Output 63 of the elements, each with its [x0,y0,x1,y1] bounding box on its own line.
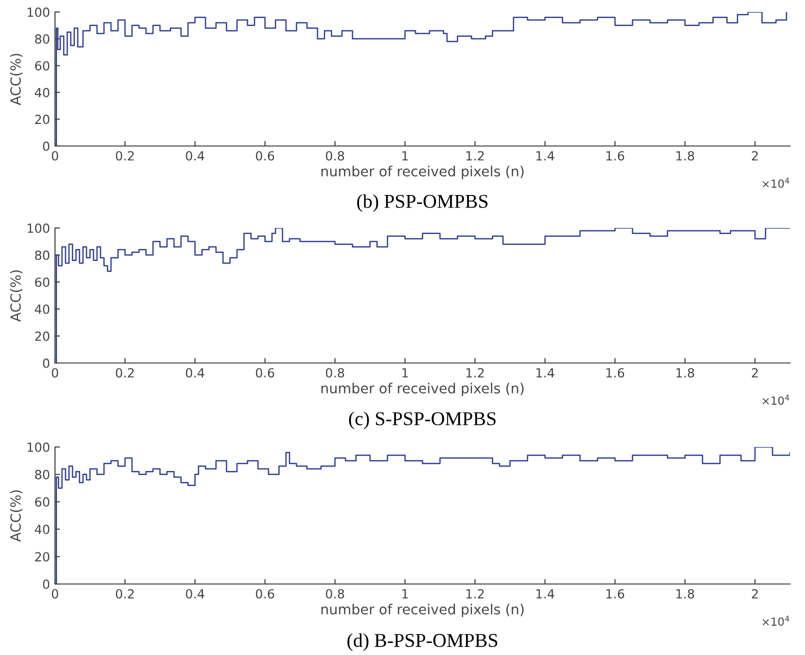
x-tick-label: 1 [402,151,408,160]
x-tick-label: 1.4 [536,151,554,160]
y-axis-title: ACC(%) [10,54,22,106]
x-tick-label: 1.6 [606,151,624,161]
y-tick-label: 20 [35,552,50,562]
x-axis-title: number of received pixels (n) [321,604,524,618]
y-tick-label: 40 [34,524,50,534]
x-tick-label: 0.6 [256,368,274,378]
y-tick-label: 100 [28,7,50,17]
x-tick-label: 1.8 [676,368,694,378]
x-axis-title: number of received pixels (n) [321,382,524,396]
y-tick-label: 100 [28,223,50,233]
x-tick-label: 0 [52,589,58,599]
x-tick-label: 0 [52,368,58,378]
x-tick-label: 1.8 [676,589,694,599]
x-axis-title: number of received pixels (n) [321,166,524,180]
x-tick-label: 2 [752,589,758,598]
text: ×10$^{4}$ [762,178,790,188]
y-tick-label: 80 [35,470,50,480]
y-tick-label: 100 [28,442,50,452]
x-tick-label: 1.6 [606,368,624,378]
x-tick-label: 0.8 [326,368,344,378]
y-axis-title: ACC(%) [10,270,22,322]
x-tick-label: 1.2 [466,368,484,378]
y-tick-label: 0 [43,358,50,368]
y-tick-label: 0 [43,141,50,151]
x-tick-label: 0.6 [256,589,274,599]
x-tick-label: 0.4 [186,589,204,599]
y-tick-label: 80 [35,34,50,44]
y-tick-label: 20 [35,331,50,341]
text: (b) PSP-OMPBS [357,194,488,212]
x-tick-label: 2 [752,151,758,160]
text: (c) S-PSP-OMPBS [349,412,496,430]
x-tick-label: 0.2 [116,589,134,599]
x-tick-label: 1.4 [536,589,554,598]
y-tick-label: 60 [35,277,50,287]
y-tick-label: 60 [35,497,50,507]
x-tick-label: 0.4 [186,368,204,378]
y-tick-label: 20 [35,114,50,124]
text: ×10$^{4}$ [762,616,790,626]
x-tick-label: 0.2 [116,151,134,161]
text: (d) B-PSP-OMPBS [347,633,498,651]
x-tick-label: 0.6 [256,151,274,161]
x-tick-label: 1.8 [676,151,694,161]
x-tick-label: 1 [402,368,408,378]
text: ×10$^{4}$ [762,394,790,405]
x-tick-label: 0.8 [326,151,344,161]
x-tick-label: 0.4 [186,151,204,161]
y-tick-label: 0 [43,579,50,589]
x-tick-label: 1.4 [536,368,554,378]
y-tick-label: 40 [34,304,50,314]
x-tick-label: 1 [402,589,408,598]
x-tick-label: 1.6 [606,589,624,599]
y-tick-label: 80 [35,250,50,260]
x-tick-label: 1.2 [466,589,484,598]
x-tick-label: 0 [52,151,58,161]
x-tick-label: 2 [752,368,758,378]
y-axis-title: ACC(%) [10,490,22,542]
x-tick-label: 1.2 [466,151,484,160]
y-tick-label: 40 [34,88,50,98]
x-tick-label: 0.2 [116,368,134,378]
y-tick-label: 60 [35,61,50,71]
x-tick-label: 0.8 [326,589,344,599]
